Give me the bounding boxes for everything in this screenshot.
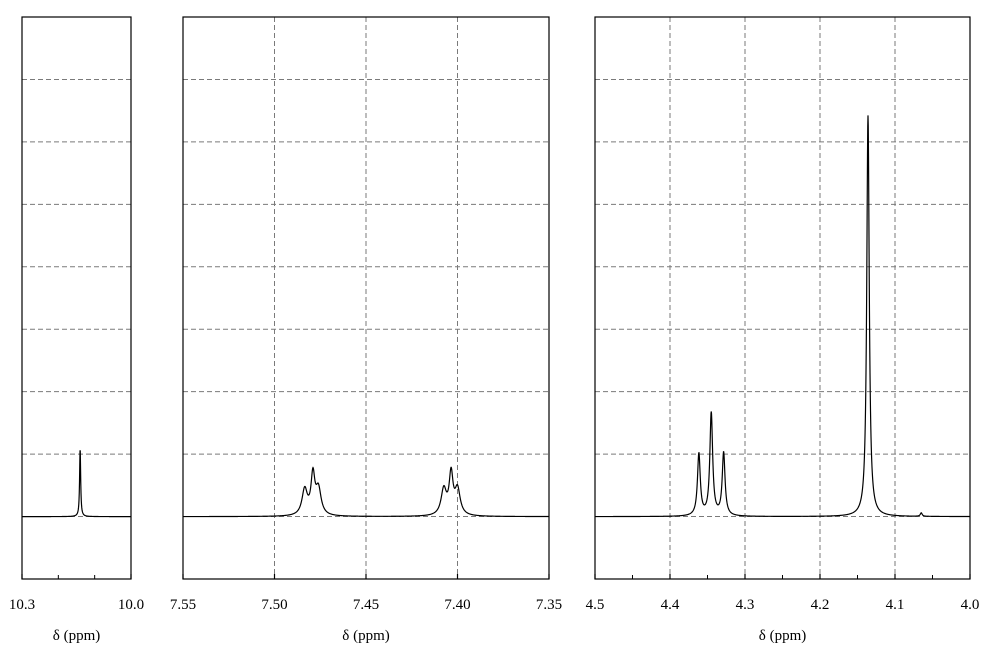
x-tick-label: 7.55 (170, 597, 196, 613)
panel-aromatic-region: 7.55 7.50 7.45 7.40 7.35 δ (ppm) (170, 16, 562, 644)
spectrum-trace (183, 466, 549, 518)
x-tick-label: 4.4 (661, 597, 680, 613)
plot-frame (21, 16, 132, 580)
panel-aldehyde-region: 10.3 10.0 δ (ppm) (9, 16, 144, 644)
x-tick-label: 7.35 (536, 597, 562, 613)
x-axis-title: δ (ppm) (759, 628, 806, 644)
x-tick-label: 7.50 (261, 597, 287, 613)
spectrum-trace (595, 115, 970, 518)
x-tick-label: 7.45 (353, 597, 379, 613)
plot-frame (594, 16, 971, 580)
x-tick-label: 4.3 (736, 597, 755, 613)
x-axis-title: δ (ppm) (53, 628, 100, 644)
x-tick-label: 4.2 (811, 597, 830, 613)
x-tick-label: 4.0 (961, 597, 980, 613)
panel-aliphatic-region: 4.5 4.4 4.3 4.2 4.1 4.0 δ (ppm) (586, 16, 980, 644)
x-tick-label: 10.3 (9, 597, 35, 613)
x-tick-label: 4.1 (886, 597, 905, 613)
x-tick-label: 7.40 (444, 597, 470, 613)
x-tick-label: 10.0 (118, 597, 144, 613)
x-tick-label: 4.5 (586, 597, 605, 613)
x-axis-title: δ (ppm) (342, 628, 389, 644)
spectrum-trace (22, 450, 131, 518)
